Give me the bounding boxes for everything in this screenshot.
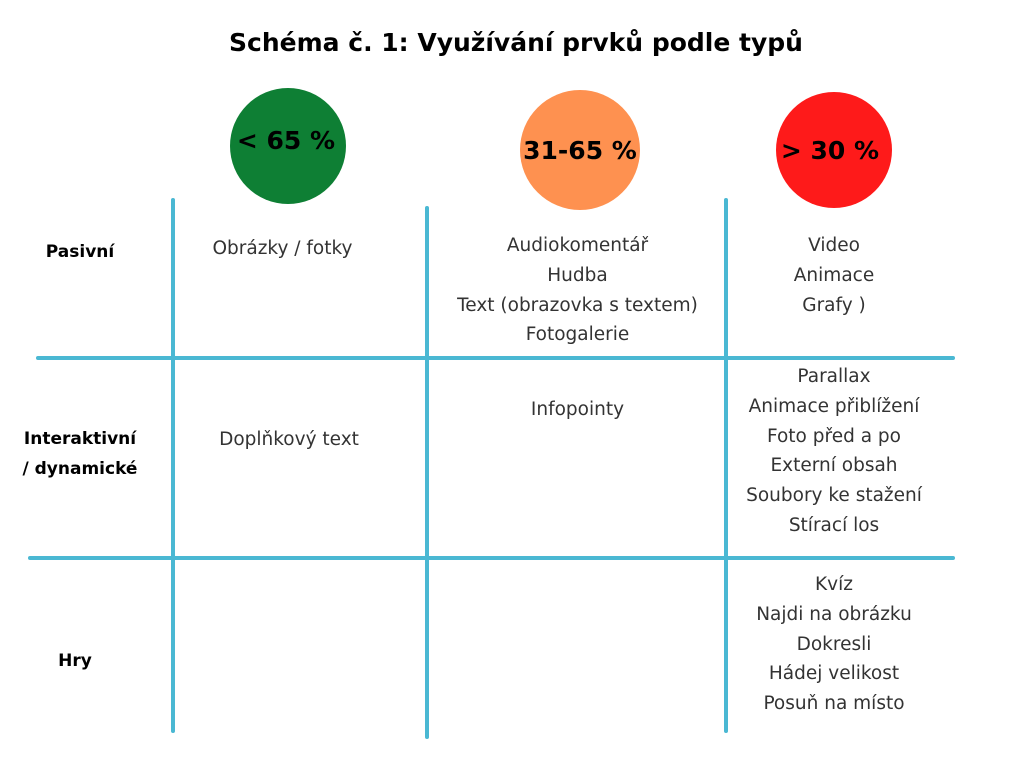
- grid-line-vertical-3: [724, 198, 728, 733]
- legend-label-orange: 31-65 %: [523, 135, 637, 165]
- grid-line-vertical-2: [425, 206, 429, 739]
- list-item: Obrázky / fotky: [212, 238, 353, 259]
- list-item: Kvíz: [815, 574, 853, 595]
- row-label-line: Pasivní: [45, 242, 115, 262]
- list-item: Soubory ke stažení: [746, 485, 922, 507]
- legend-label-green: < 65 %: [236, 125, 336, 155]
- legend-label-red: > 30 %: [780, 135, 880, 165]
- cell-hry-red: Kvíz Najdi na obrázku Dokresli Hádej vel…: [734, 570, 934, 719]
- row-label-line: Interaktivní: [23, 429, 137, 449]
- list-item: Grafy ): [802, 294, 866, 316]
- legend-circle-orange: 31-65 %: [520, 90, 640, 210]
- cell-interaktivni-green: Doplňkový text: [184, 425, 394, 455]
- cell-interaktivni-orange: Infopointy: [480, 395, 675, 425]
- cell-pasivni-green: Obrázky / fotky: [180, 234, 385, 264]
- row-label-pasivni: Pasivní: [15, 237, 145, 267]
- list-item: Posuň na místo: [763, 693, 905, 715]
- row-label-interaktivni: Interaktivní / dynamické: [15, 424, 145, 484]
- list-item: Hádej velikost: [768, 663, 900, 685]
- row-label-line: Hry: [58, 651, 92, 671]
- list-item: Audiokomentář: [506, 235, 649, 256]
- grid-line-vertical-1: [171, 198, 175, 733]
- list-item: Dokresli: [796, 633, 872, 655]
- list-item: Stírací los: [788, 514, 880, 536]
- cell-pasivni-orange: Audiokomentář Hudba Text (obrazovka s te…: [430, 231, 725, 350]
- legend-circle-green: < 65 %: [230, 88, 346, 204]
- cell-pasivni-red: Video Animace Grafy ): [734, 231, 934, 320]
- list-item: Foto před a po: [767, 425, 901, 447]
- list-item: Najdi na obrázku: [756, 603, 912, 625]
- legend-circle-red: > 30 %: [776, 92, 892, 208]
- grid-line-horizontal-2: [28, 556, 955, 560]
- list-item: Text (obrazovka s textem): [457, 294, 698, 316]
- list-item: Animace přiblížení: [748, 395, 920, 417]
- list-item: Hudba: [547, 264, 608, 286]
- list-item: Animace: [793, 264, 875, 286]
- diagram-title: Schéma č. 1: Využívání prvků podle typů: [229, 28, 803, 57]
- list-item: Externí obsah: [770, 455, 898, 477]
- row-label-line: / dynamické: [22, 459, 138, 479]
- row-label-hry: Hry: [15, 646, 135, 676]
- list-item: Doplňkový text: [219, 429, 359, 450]
- list-item: Infopointy: [530, 399, 625, 420]
- list-item: Fotogalerie: [525, 324, 630, 346]
- cell-interaktivni-red: Parallax Animace přiblížení Foto před a …: [734, 362, 934, 541]
- grid-line-horizontal-1: [36, 356, 955, 360]
- list-item: Video: [808, 235, 860, 256]
- list-item: Parallax: [797, 366, 871, 387]
